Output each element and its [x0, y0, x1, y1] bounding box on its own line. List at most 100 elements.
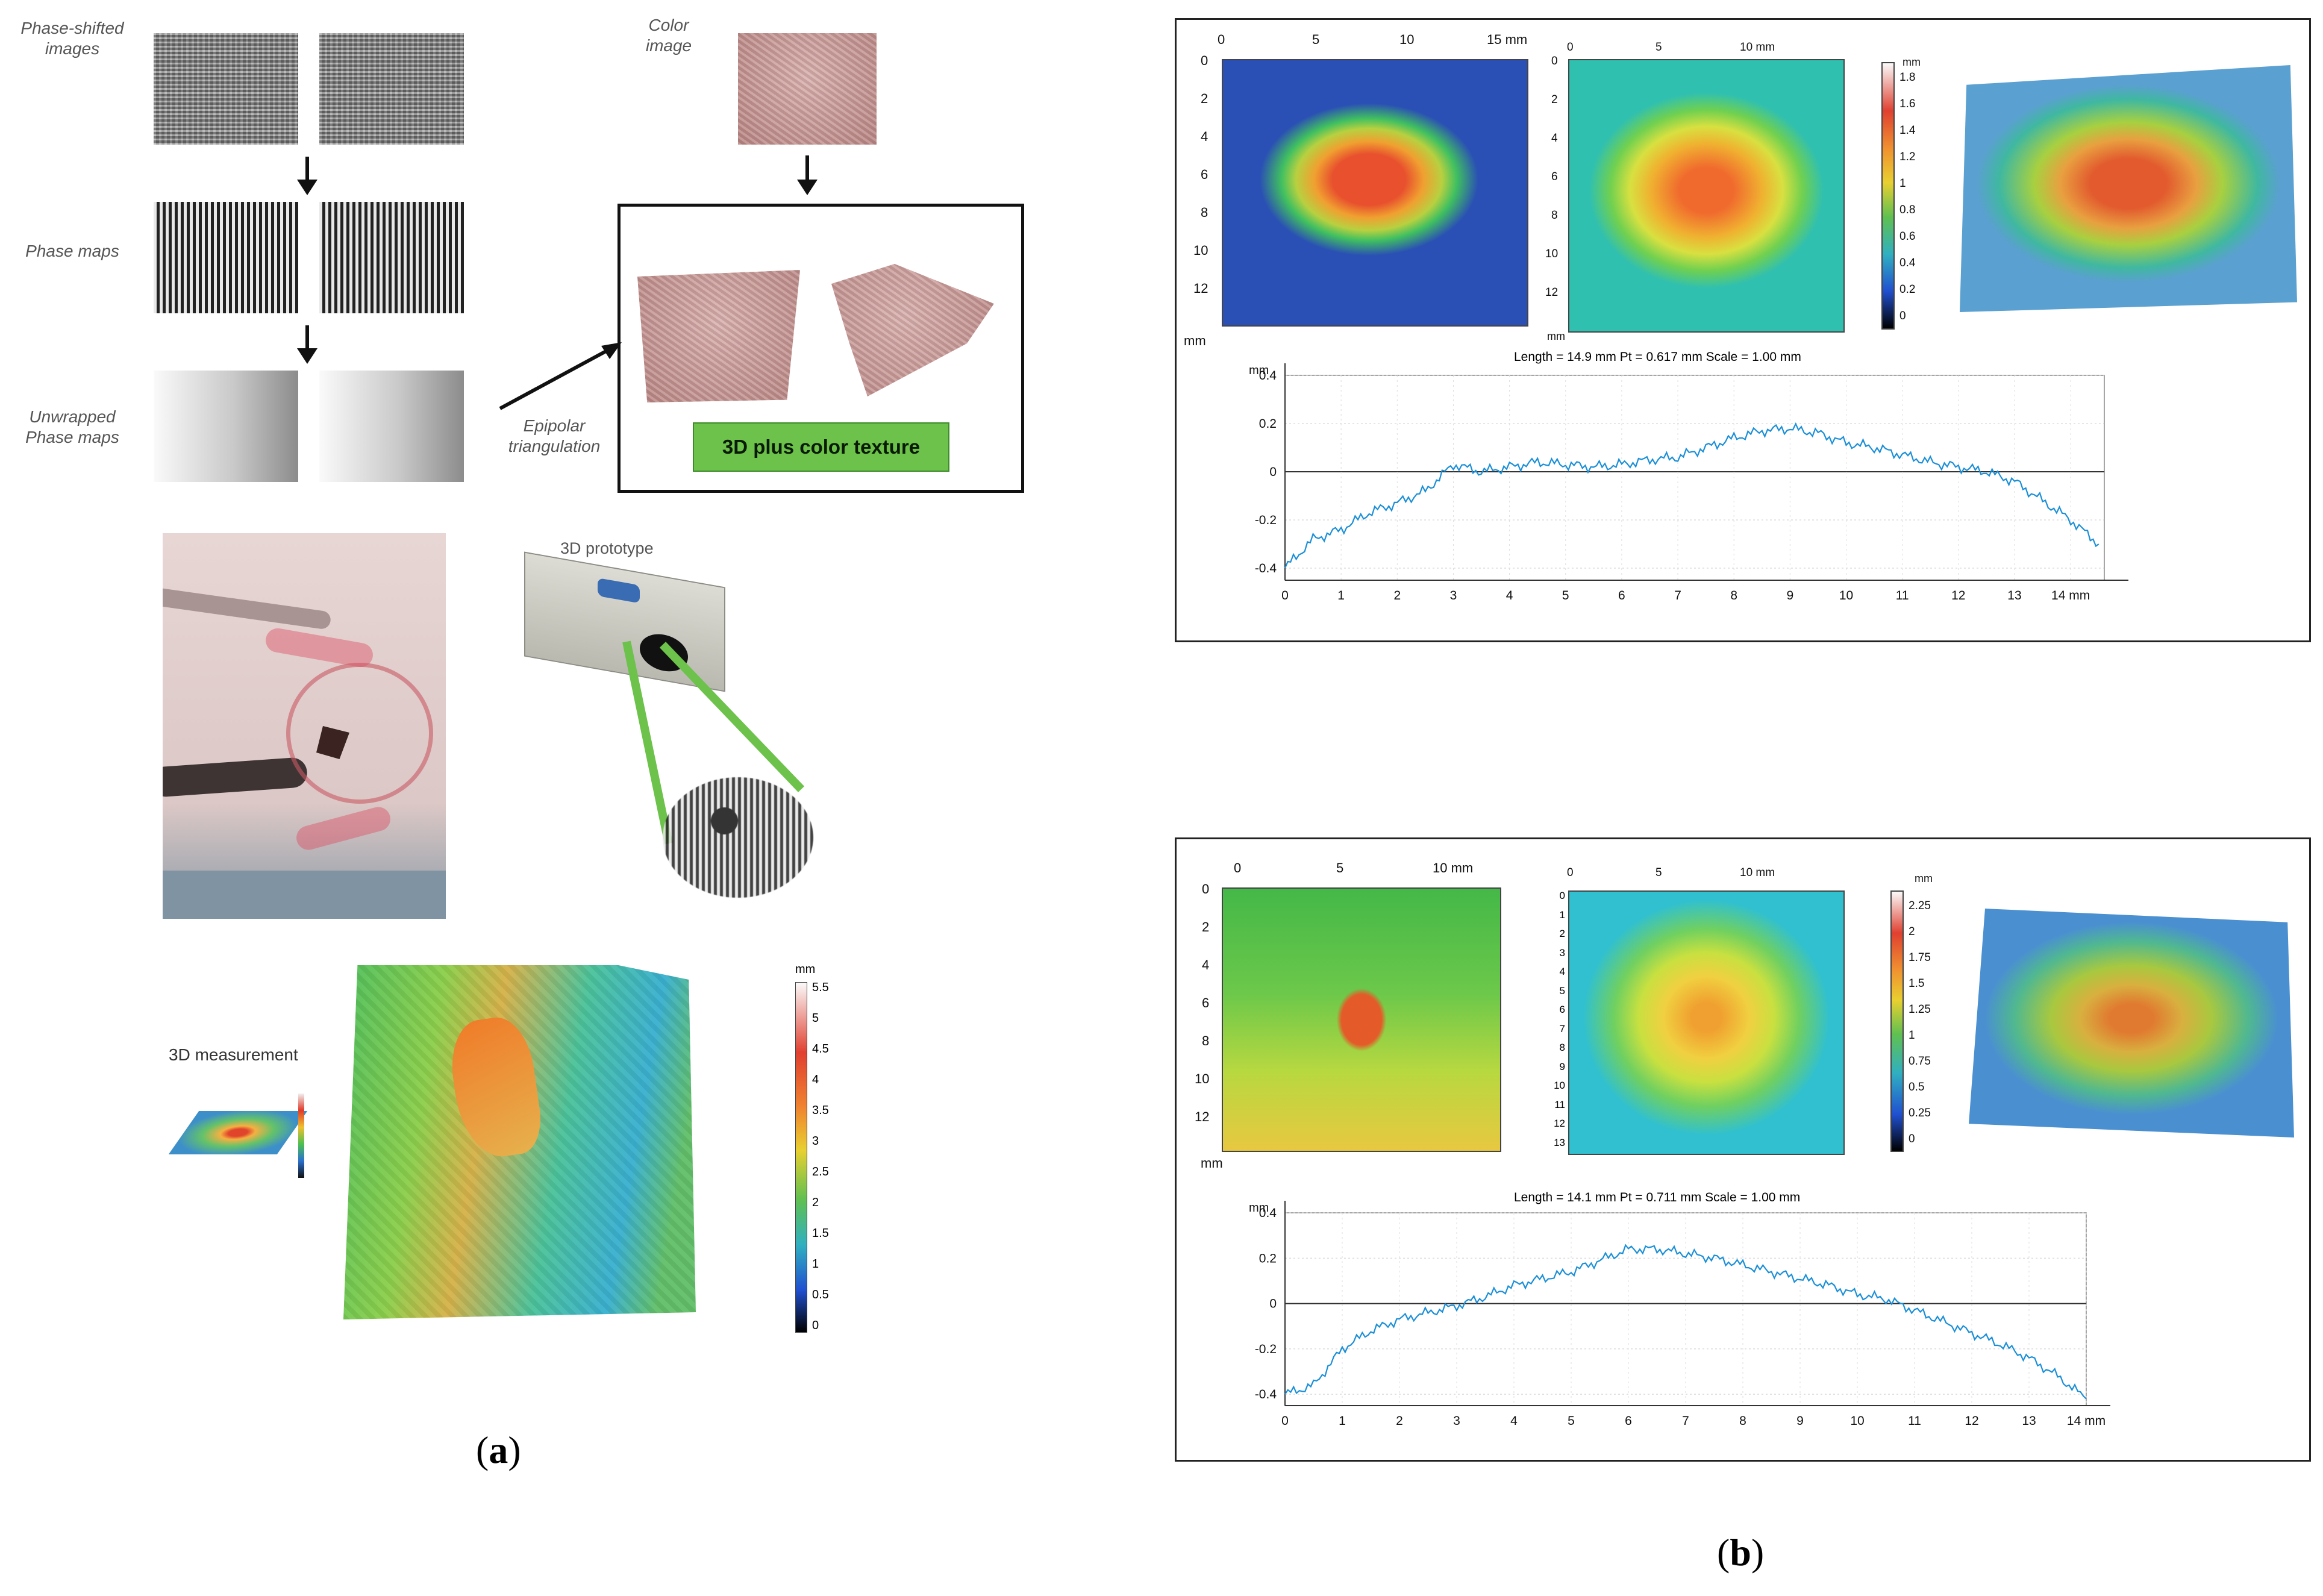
- colorbar-1-tick: 0: [1899, 310, 1906, 322]
- map4-ytick: 13: [1554, 1136, 1565, 1148]
- colorbar-1-tick: 1.2: [1899, 151, 1916, 163]
- measurement-3d-surface: [343, 965, 696, 1319]
- plot-frame: [1284, 375, 2105, 581]
- colorbar-tick: 3: [812, 1134, 819, 1148]
- map4-ytick: 0: [1559, 890, 1565, 901]
- colorbar-2-tick: 2.25: [1909, 900, 1931, 912]
- map3-ytick: 12: [1195, 1109, 1210, 1124]
- hand-finger-shadow-1: [163, 587, 332, 630]
- y-tick-label: 0: [1269, 1297, 1277, 1311]
- map4-yticks: 0 1 2 3 4 5 6 7 8 9 10 11 12 13: [1547, 886, 1565, 1157]
- texture-box: 3D plus color texture: [617, 204, 1024, 493]
- x-tick-label: 13: [2007, 589, 2021, 602]
- colorbar-1-tick: 1.6: [1899, 98, 1916, 110]
- map2-ytick: 4: [1551, 132, 1558, 145]
- map1-ytick: 6: [1201, 167, 1208, 182]
- y-tick-label: -0.2: [1255, 1342, 1277, 1356]
- x-tick-label: 14 mm: [2051, 589, 2090, 602]
- colorbar-tick: 4.5: [812, 1042, 829, 1056]
- map1-xtick: 0: [1218, 32, 1225, 47]
- panel-a-colorbar: [795, 982, 807, 1333]
- colorbar-tick: 5: [812, 1012, 819, 1025]
- colorbar-2-tick: 2: [1909, 925, 1915, 938]
- colorbar-2-tick: 1.25: [1909, 1003, 1931, 1016]
- colorbar-2-tick: 1.75: [1909, 951, 1931, 964]
- map4-ytick: 8: [1559, 1042, 1565, 1053]
- map4-ytick: 1: [1559, 909, 1565, 921]
- profile-title-2: Length = 14.1 mm Pt = 0.711 mm Scale = 1…: [1514, 1191, 1801, 1204]
- map1-xtick: 10: [1399, 32, 1415, 47]
- map3-ytick: 6: [1202, 995, 1210, 1010]
- label-unwrapped: Unwrapped Phase maps: [25, 407, 119, 446]
- colorbar-tick: 2: [812, 1196, 819, 1209]
- hand-sleeve: [163, 871, 446, 919]
- map2-xtick: 5: [1655, 41, 1662, 54]
- colorbar-1-tick: 1.4: [1899, 124, 1916, 137]
- phase-shifted-image-2: [319, 33, 464, 145]
- y-tick-label: 0: [1269, 465, 1277, 479]
- heightmap-1: [1222, 59, 1528, 327]
- colorbar-2-tick: 1.5: [1909, 977, 1925, 990]
- colorbar-1-tick: 0.2: [1899, 283, 1916, 296]
- x-tick-label: 0: [1281, 1414, 1289, 1428]
- colorbar-tick: 0.5: [812, 1288, 829, 1301]
- profile-series-line: [1284, 1244, 2087, 1400]
- arrow-down-2: [297, 325, 317, 364]
- colorbar-2-tick: 0: [1909, 1133, 1915, 1145]
- x-tick-label: 11: [1896, 589, 1909, 602]
- map1-ytick: 0: [1201, 53, 1208, 68]
- heightmap-4: [1568, 890, 1845, 1155]
- surface-3d-1: [1960, 65, 2297, 312]
- hand-finger-shadow-2: [163, 756, 308, 798]
- y-axis-label: mm: [1249, 1201, 1269, 1215]
- x-tick-label: 12: [1951, 589, 1965, 602]
- unwrapped-phase-map-2: [319, 371, 464, 482]
- colorbar-1-tick: 1.8: [1899, 71, 1916, 84]
- map1-ytick: 8: [1201, 205, 1208, 220]
- y-tick-label: 0.2: [1259, 1251, 1277, 1265]
- map3-xtick: 5: [1336, 860, 1344, 875]
- x-tick-label: 6: [1618, 589, 1625, 602]
- profile-title-1: Length = 14.9 mm Pt = 0.617 mm Scale = 1…: [1514, 350, 1801, 364]
- colorbar-1-tick: 0.8: [1899, 204, 1916, 216]
- device-logo: [598, 578, 640, 604]
- x-tick-label: 0: [1281, 589, 1289, 602]
- map4-ytick: 5: [1559, 984, 1565, 997]
- map2-ytick: 12: [1545, 286, 1559, 299]
- colorbar-2-tick: 1: [1909, 1029, 1915, 1042]
- y-tick-label: 0.2: [1259, 417, 1277, 431]
- map1-xtick: 15 mm: [1487, 32, 1528, 47]
- x-tick-label: 4: [1510, 1414, 1518, 1428]
- y-tick-label: -0.2: [1255, 513, 1277, 527]
- map2-ytick: 8: [1551, 209, 1558, 222]
- epipolar-arrow: [499, 342, 622, 410]
- map4-ytick: 11: [1554, 1098, 1565, 1110]
- x-tick-label: 7: [1674, 589, 1681, 602]
- map3-ytick: 0: [1202, 881, 1210, 897]
- texture-badge: 3D plus color texture: [693, 422, 949, 472]
- x-tick-label: 11: [1908, 1414, 1921, 1428]
- x-tick-label: 10: [1839, 589, 1853, 602]
- panel-b-figure-2: 0 5 10 mm 0 2 4 6 8 10 12 mm 0 5 10 mm 0…: [1175, 837, 2311, 1462]
- map4-ytick: 7: [1559, 1022, 1565, 1034]
- caption-a: (a): [476, 1429, 521, 1471]
- label-phase-maps: Phase maps: [25, 242, 119, 260]
- x-tick-label: 9: [1796, 1414, 1804, 1428]
- x-tick-label: 8: [1739, 1414, 1746, 1428]
- colorbar-1-tick: 1: [1899, 177, 1906, 190]
- x-tick-label: 14 mm: [2067, 1414, 2106, 1428]
- x-tick-label: 5: [1568, 1414, 1575, 1428]
- map4-ytick: 10: [1554, 1080, 1565, 1091]
- colorbar-tick: 3.5: [812, 1104, 829, 1117]
- map1-ytick: 2: [1201, 91, 1208, 106]
- x-tick-label: 2: [1396, 1414, 1403, 1428]
- map3-ytick: 8: [1202, 1033, 1210, 1048]
- lesion-ring: [286, 663, 433, 804]
- textured-surface-2: [831, 264, 994, 396]
- measurement-label: 3D measurement: [169, 1045, 298, 1064]
- y-tick-label: 0.4: [1259, 1206, 1277, 1220]
- colorbar-1-tick: 0.4: [1899, 257, 1916, 269]
- y-tick-label: -0.4: [1255, 1388, 1277, 1401]
